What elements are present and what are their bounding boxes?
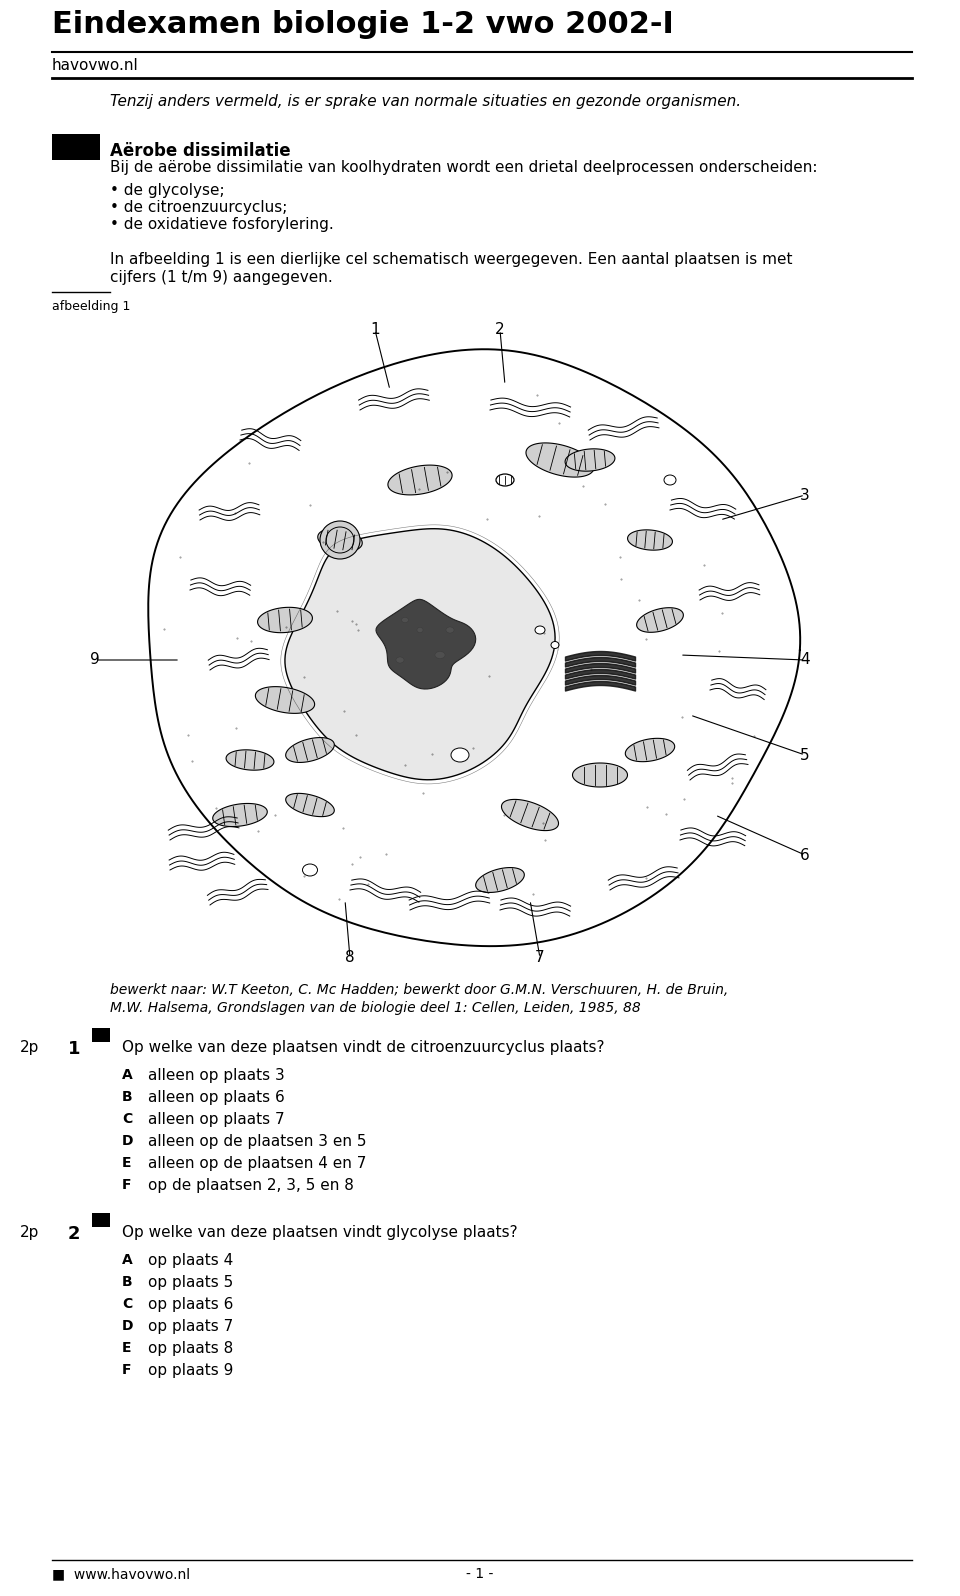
Text: 9: 9 [90, 653, 100, 667]
Text: • de oxidatieve fosforylering.: • de oxidatieve fosforylering. [110, 217, 334, 231]
Ellipse shape [451, 749, 469, 761]
Text: ■  www.havovwo.nl: ■ www.havovwo.nl [52, 1567, 190, 1582]
Text: bewerkt naar: W.T Keeton, C. Mc Hadden; bewerkt door G.M.N. Verschuuren, H. de B: bewerkt naar: W.T Keeton, C. Mc Hadden; … [110, 983, 729, 998]
Text: 6: 6 [800, 847, 810, 862]
Text: • de citroenzuurcyclus;: • de citroenzuurcyclus; [110, 200, 287, 215]
Text: alleen op plaats 6: alleen op plaats 6 [148, 1090, 285, 1104]
Ellipse shape [446, 627, 454, 634]
Ellipse shape [396, 658, 404, 662]
Text: 7: 7 [535, 951, 545, 966]
Text: Aërobe dissimilatie: Aërobe dissimilatie [110, 142, 291, 160]
Text: op plaats 6: op plaats 6 [148, 1298, 233, 1312]
Polygon shape [213, 803, 267, 827]
Text: M.W. Halsema, Grondslagen van de biologie deel 1: Cellen, Leiden, 1985, 88: M.W. Halsema, Grondslagen van de biologi… [110, 1001, 640, 1015]
Polygon shape [572, 763, 628, 787]
Text: A: A [122, 1068, 132, 1082]
Polygon shape [526, 444, 594, 477]
Text: alleen op plaats 7: alleen op plaats 7 [148, 1112, 284, 1127]
FancyBboxPatch shape [92, 1213, 110, 1227]
Text: Tenzij anders vermeld, is er sprake van normale situaties en gezonde organismen.: Tenzij anders vermeld, is er sprake van … [110, 94, 741, 109]
Text: 2p: 2p [20, 1226, 39, 1240]
Text: F: F [122, 1178, 132, 1192]
Polygon shape [376, 600, 476, 689]
Text: C: C [122, 1298, 132, 1310]
Text: op plaats 9: op plaats 9 [148, 1363, 233, 1377]
Polygon shape [285, 528, 555, 780]
Polygon shape [501, 800, 559, 830]
Text: alleen op de plaatsen 4 en 7: alleen op de plaatsen 4 en 7 [148, 1156, 367, 1171]
Text: B: B [122, 1090, 132, 1104]
Text: Bij de aërobe dissimilatie van koolhydraten wordt een drietal deelprocessen onde: Bij de aërobe dissimilatie van koolhydra… [110, 160, 818, 176]
Text: 5: 5 [801, 747, 810, 763]
Text: B: B [122, 1275, 132, 1290]
Polygon shape [226, 750, 274, 771]
Polygon shape [286, 793, 334, 817]
Text: afbeelding 1: afbeelding 1 [52, 300, 131, 313]
Text: op plaats 7: op plaats 7 [148, 1318, 233, 1334]
Text: alleen op de plaatsen 3 en 5: alleen op de plaatsen 3 en 5 [148, 1135, 367, 1149]
Polygon shape [625, 739, 675, 761]
Ellipse shape [320, 520, 360, 559]
Text: A: A [122, 1253, 132, 1267]
Text: op plaats 4: op plaats 4 [148, 1253, 233, 1267]
Polygon shape [257, 608, 312, 632]
Polygon shape [318, 528, 362, 552]
Text: 1: 1 [68, 1041, 81, 1058]
Text: 3: 3 [800, 487, 810, 503]
Text: F: F [122, 1363, 132, 1377]
Text: D: D [122, 1318, 133, 1333]
Polygon shape [476, 868, 524, 892]
Text: 8: 8 [346, 951, 355, 966]
Polygon shape [565, 448, 615, 471]
Ellipse shape [664, 476, 676, 485]
Text: C: C [122, 1112, 132, 1127]
Text: 1: 1 [371, 322, 380, 337]
Text: E: E [122, 1156, 132, 1170]
Polygon shape [636, 608, 684, 632]
Text: cijfers (1 t/m 9) aangegeven.: cijfers (1 t/m 9) aangegeven. [110, 270, 333, 286]
Polygon shape [628, 530, 672, 551]
Text: havovwo.nl: havovwo.nl [52, 57, 139, 73]
Text: alleen op plaats 3: alleen op plaats 3 [148, 1068, 285, 1084]
Text: - 1 -: - 1 - [467, 1567, 493, 1582]
Text: op plaats 8: op plaats 8 [148, 1341, 233, 1357]
Ellipse shape [417, 627, 423, 632]
Text: op de plaatsen 2, 3, 5 en 8: op de plaatsen 2, 3, 5 en 8 [148, 1178, 354, 1192]
FancyBboxPatch shape [92, 1028, 110, 1042]
Text: 2: 2 [68, 1226, 81, 1243]
Ellipse shape [302, 863, 318, 876]
Ellipse shape [435, 651, 445, 659]
Text: • de glycolyse;: • de glycolyse; [110, 184, 225, 198]
Ellipse shape [535, 626, 545, 634]
Text: Op welke van deze plaatsen vindt de citroenzuurcyclus plaats?: Op welke van deze plaatsen vindt de citr… [122, 1041, 605, 1055]
Text: E: E [122, 1341, 132, 1355]
Polygon shape [255, 686, 315, 713]
Text: op plaats 5: op plaats 5 [148, 1275, 233, 1290]
Text: Eindexamen biologie 1-2 vwo 2002-I: Eindexamen biologie 1-2 vwo 2002-I [52, 10, 674, 38]
Text: 2p: 2p [20, 1041, 39, 1055]
FancyBboxPatch shape [52, 134, 100, 160]
Ellipse shape [401, 618, 409, 622]
Polygon shape [286, 737, 334, 763]
Text: 2: 2 [495, 322, 505, 337]
Ellipse shape [551, 642, 559, 648]
Polygon shape [388, 464, 452, 495]
Text: D: D [122, 1135, 133, 1148]
Text: In afbeelding 1 is een dierlijke cel schematisch weergegeven. Een aantal plaatse: In afbeelding 1 is een dierlijke cel sch… [110, 252, 793, 267]
Text: Op welke van deze plaatsen vindt glycolyse plaats?: Op welke van deze plaatsen vindt glycoly… [122, 1226, 517, 1240]
Text: 4: 4 [801, 653, 810, 667]
